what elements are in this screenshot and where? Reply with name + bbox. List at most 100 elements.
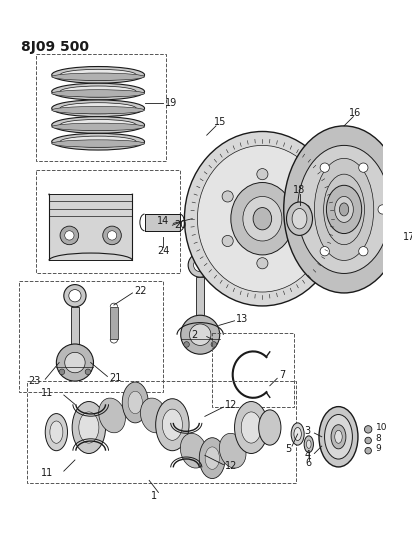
Circle shape: [188, 253, 212, 277]
Ellipse shape: [294, 427, 301, 440]
Circle shape: [194, 259, 207, 272]
Bar: [49, 193, 133, 261]
Ellipse shape: [52, 73, 145, 80]
Ellipse shape: [52, 123, 145, 131]
Ellipse shape: [241, 412, 261, 443]
Circle shape: [59, 369, 65, 375]
Circle shape: [292, 236, 303, 247]
Bar: [212, 333, 294, 407]
Circle shape: [292, 191, 303, 202]
Ellipse shape: [52, 67, 145, 83]
Circle shape: [108, 231, 117, 240]
Text: 12: 12: [225, 400, 238, 410]
Ellipse shape: [52, 83, 145, 100]
Circle shape: [60, 226, 79, 245]
Ellipse shape: [60, 103, 136, 114]
Circle shape: [378, 205, 387, 214]
Circle shape: [184, 342, 190, 347]
Text: 15: 15: [214, 117, 227, 127]
Text: 16: 16: [349, 108, 361, 118]
Circle shape: [320, 163, 329, 172]
Bar: [36, 54, 166, 161]
Text: 4: 4: [304, 450, 311, 461]
Ellipse shape: [185, 132, 340, 306]
Ellipse shape: [45, 414, 68, 451]
Circle shape: [359, 163, 368, 172]
Text: 21: 21: [109, 373, 122, 383]
Ellipse shape: [60, 119, 136, 131]
Text: 17: 17: [403, 232, 412, 243]
Circle shape: [301, 205, 310, 214]
Ellipse shape: [325, 415, 352, 459]
Ellipse shape: [99, 398, 125, 433]
Ellipse shape: [284, 126, 404, 293]
Ellipse shape: [52, 90, 145, 97]
Ellipse shape: [52, 117, 145, 133]
Text: 24: 24: [157, 246, 169, 256]
Ellipse shape: [60, 136, 136, 147]
Circle shape: [320, 247, 329, 256]
Ellipse shape: [319, 407, 358, 467]
Ellipse shape: [243, 197, 282, 241]
Ellipse shape: [291, 423, 304, 445]
Circle shape: [64, 285, 86, 307]
Ellipse shape: [60, 69, 136, 80]
Ellipse shape: [205, 447, 220, 470]
Bar: [71, 307, 79, 344]
Text: 9: 9: [376, 445, 382, 454]
Circle shape: [69, 289, 81, 302]
Text: 13: 13: [236, 314, 249, 324]
Ellipse shape: [253, 207, 272, 230]
Ellipse shape: [52, 133, 145, 150]
Ellipse shape: [324, 174, 365, 245]
Circle shape: [211, 342, 217, 347]
Ellipse shape: [259, 410, 281, 445]
Ellipse shape: [180, 433, 207, 468]
Ellipse shape: [50, 421, 63, 443]
Ellipse shape: [339, 203, 349, 216]
Ellipse shape: [304, 436, 314, 453]
Circle shape: [85, 369, 91, 375]
Ellipse shape: [156, 399, 189, 451]
Circle shape: [103, 226, 121, 245]
Bar: [19, 281, 163, 392]
Ellipse shape: [162, 409, 183, 440]
Ellipse shape: [292, 208, 307, 229]
Circle shape: [257, 168, 268, 180]
Bar: [27, 381, 296, 483]
Bar: [196, 277, 204, 315]
Text: 1: 1: [151, 491, 157, 501]
Text: 22: 22: [134, 286, 147, 296]
Ellipse shape: [199, 438, 225, 479]
Ellipse shape: [286, 202, 312, 236]
Bar: [36, 171, 180, 272]
Ellipse shape: [234, 401, 268, 454]
Ellipse shape: [307, 440, 311, 448]
Bar: [110, 307, 117, 340]
Ellipse shape: [72, 401, 105, 454]
Text: 20: 20: [174, 220, 187, 230]
Ellipse shape: [333, 190, 355, 229]
Circle shape: [359, 247, 368, 256]
Text: 8: 8: [376, 434, 382, 443]
Circle shape: [190, 324, 211, 345]
Text: 6: 6: [306, 458, 312, 468]
Text: 8J09 500: 8J09 500: [21, 39, 89, 54]
Ellipse shape: [335, 197, 353, 222]
Text: 2: 2: [191, 330, 197, 340]
Text: 23: 23: [28, 376, 41, 386]
Ellipse shape: [365, 426, 372, 433]
Text: 11: 11: [41, 468, 54, 478]
Ellipse shape: [219, 433, 246, 468]
Text: 10: 10: [376, 423, 387, 432]
Ellipse shape: [140, 398, 167, 433]
Ellipse shape: [60, 86, 136, 97]
Ellipse shape: [122, 382, 148, 423]
Circle shape: [181, 315, 220, 354]
Circle shape: [222, 191, 233, 202]
Text: 18: 18: [293, 185, 306, 195]
Ellipse shape: [335, 430, 342, 443]
Ellipse shape: [297, 146, 391, 273]
Ellipse shape: [365, 448, 372, 454]
Circle shape: [222, 236, 233, 247]
